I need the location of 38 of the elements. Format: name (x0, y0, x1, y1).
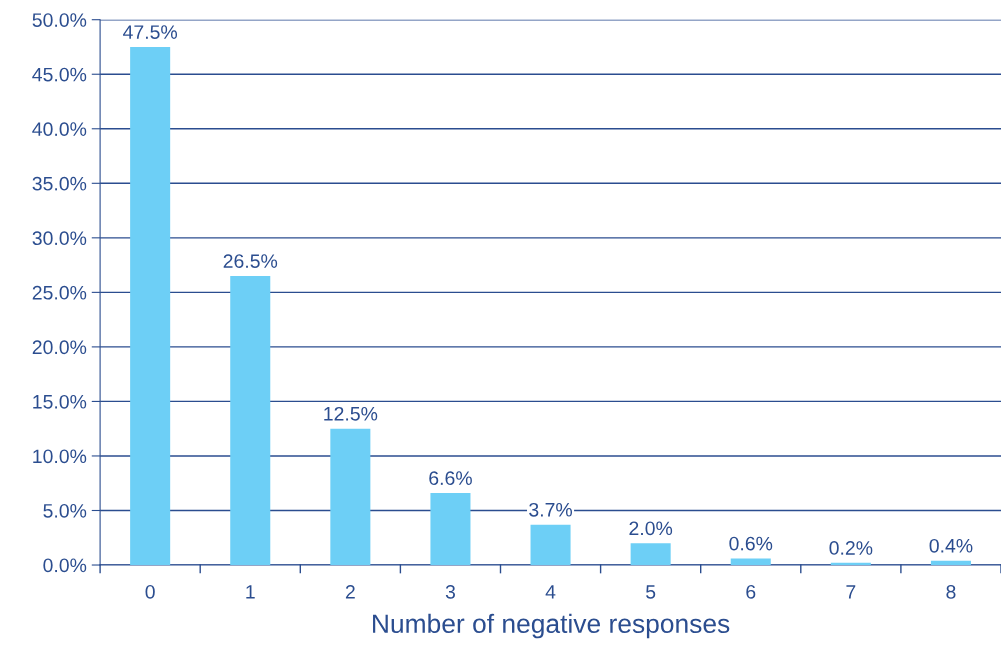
x-tick-label: 6 (746, 584, 756, 599)
bar (830, 562, 871, 566)
x-tick-label: 3 (445, 584, 455, 599)
x-axis-title: Number of negative responses (373, 613, 730, 639)
y-tick-label: 15.0% (33, 394, 87, 409)
y-tick-label: 45.0% (32, 67, 87, 82)
data-label: 3.7% (529, 502, 573, 517)
data-label: 0.4% (929, 538, 973, 553)
bar (330, 428, 371, 566)
data-label: 6.6% (429, 471, 472, 486)
y-tick-label: 50.0% (32, 13, 87, 27)
x-tick-label: 0 (145, 584, 155, 599)
x-tick-label: 1 (246, 585, 255, 599)
x-tick-label: 4 (545, 585, 556, 599)
y-tick-label: 40.0% (32, 122, 87, 137)
data-label: 26.5% (223, 254, 278, 268)
data-label: 0.2% (829, 541, 873, 555)
y-tick-label: 35.0% (32, 176, 87, 191)
y-tick-label: 25.0% (32, 285, 87, 300)
x-tick-label: 5 (646, 585, 656, 599)
y-tick-label: 30.0% (32, 231, 87, 246)
y-tick-label: 5.0% (43, 503, 87, 518)
x-tick-label: 2 (345, 584, 355, 599)
bar (730, 558, 771, 566)
bar (230, 276, 271, 566)
bar (430, 493, 471, 566)
x-tick-label: 8 (946, 584, 956, 599)
y-tick-label: 20.0% (32, 340, 87, 355)
data-label: 0.6% (729, 536, 773, 551)
bar (630, 543, 671, 566)
y-tick-label: 0.0% (43, 558, 87, 573)
data-label: 2.0% (629, 521, 673, 536)
bar (930, 560, 971, 566)
data-label: 12.5% (324, 406, 378, 421)
data-label: 47.5% (123, 25, 178, 39)
y-tick-label: 10.0% (33, 449, 87, 464)
x-tick-label: 7 (846, 585, 856, 599)
bar (530, 524, 571, 566)
